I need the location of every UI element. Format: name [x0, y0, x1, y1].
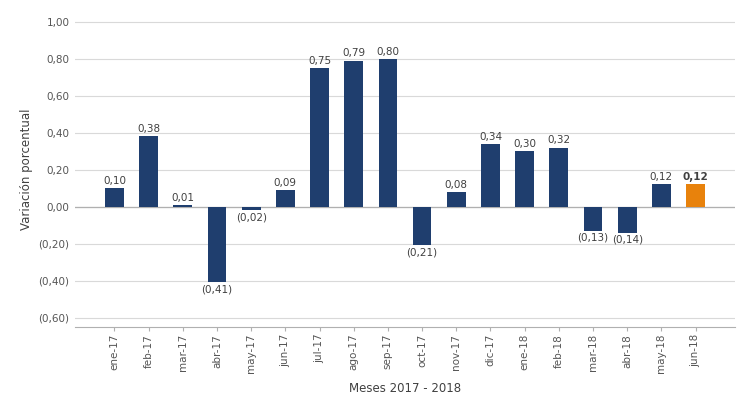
Text: 0,08: 0,08	[445, 180, 468, 190]
Bar	[208, 207, 226, 282]
Text: (0,13): (0,13)	[578, 233, 608, 243]
Bar	[173, 205, 192, 207]
Bar	[550, 147, 568, 207]
Text: 0,12: 0,12	[650, 172, 673, 182]
Text: (0,41): (0,41)	[202, 285, 232, 295]
X-axis label: Meses 2017 - 2018: Meses 2017 - 2018	[349, 382, 461, 395]
Text: 0,01: 0,01	[171, 193, 194, 203]
Text: 0,30: 0,30	[513, 139, 536, 149]
Text: 0,38: 0,38	[137, 124, 160, 134]
Bar	[276, 190, 295, 207]
Text: (0,02): (0,02)	[236, 212, 267, 222]
Bar	[618, 207, 637, 233]
Bar	[515, 151, 534, 207]
Text: 0,34: 0,34	[479, 132, 502, 142]
Bar	[447, 192, 466, 207]
Bar	[481, 144, 500, 207]
Bar	[344, 61, 363, 207]
Bar	[310, 68, 329, 207]
Text: 0,32: 0,32	[548, 135, 571, 145]
Text: 0,12: 0,12	[682, 172, 709, 182]
Bar	[584, 207, 602, 231]
Text: (0,21): (0,21)	[406, 248, 438, 258]
Bar	[413, 207, 431, 246]
Y-axis label: Variación porcentual: Variación porcentual	[20, 109, 33, 230]
Text: (0,14): (0,14)	[612, 235, 643, 245]
Bar	[140, 137, 158, 207]
Bar	[686, 184, 705, 207]
Bar	[105, 188, 124, 207]
Text: 0,80: 0,80	[376, 47, 400, 57]
Text: 0,10: 0,10	[103, 176, 126, 186]
Bar	[242, 207, 260, 210]
Text: 0,75: 0,75	[308, 56, 331, 66]
Bar	[379, 59, 398, 207]
Bar	[652, 184, 670, 207]
Text: 0,09: 0,09	[274, 178, 297, 188]
Text: 0,79: 0,79	[342, 49, 365, 58]
